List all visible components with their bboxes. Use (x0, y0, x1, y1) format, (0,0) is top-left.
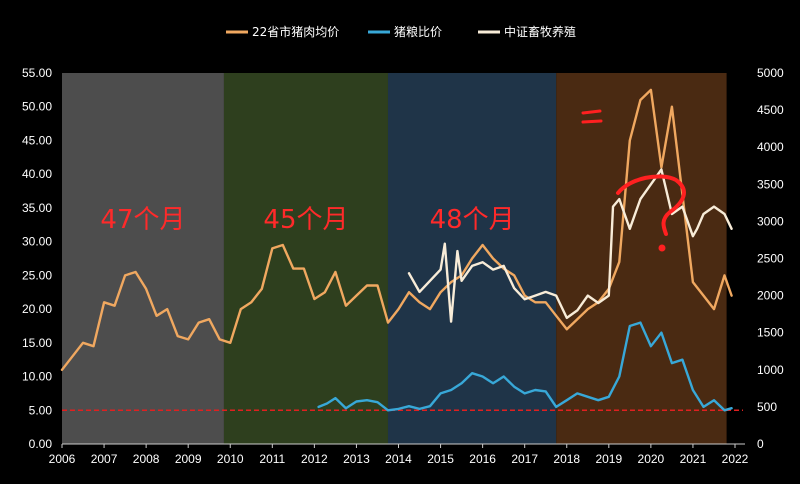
axes: 2006 2007 2008 2009 2010 2011 2012 2013 2014 2015… (22, 66, 784, 466)
right-tick-label: 5000 (757, 66, 784, 80)
series-line-2 (317, 321, 733, 412)
left-tick-label: 50.00 (22, 100, 52, 114)
x-tick-label: 2020 (638, 452, 665, 466)
x-tick-label: 2014 (385, 452, 412, 466)
cycle-band-2 (223, 73, 388, 444)
cycle-labels: 47个月 45个月 48个月 (100, 205, 514, 235)
right-tick-label: 1000 (757, 363, 784, 377)
left-tick-label: 20.00 (22, 302, 52, 316)
legend-label-3: 中证畜牧养殖 (504, 24, 576, 39)
x-tick-label: 2021 (680, 452, 707, 466)
legend-label-2: 猪粮比价 (394, 24, 442, 39)
cycle-bands (62, 73, 727, 444)
series-line-1 (60, 88, 733, 371)
x-tick-label: 2015 (427, 452, 454, 466)
right-tick-label: 4000 (757, 140, 784, 154)
x-tick-label: 2009 (175, 452, 202, 466)
question-mark-dot (658, 244, 666, 252)
x-tick-label: 2006 (49, 452, 76, 466)
right-tick-label: 0 (757, 437, 764, 451)
left-tick-label: 5.00 (29, 403, 53, 417)
handwritten-stroke-2 (581, 119, 603, 124)
left-tick-label: 30.00 (22, 235, 52, 249)
x-tick-label: 2012 (301, 452, 328, 466)
left-tick-label: 10.00 (22, 370, 52, 384)
cycle-label-1: 47个月 (100, 205, 185, 235)
right-tick-label: 3000 (757, 214, 784, 228)
legend: 22省市猪肉均价 猪粮比价 中证畜牧养殖 (226, 24, 576, 39)
x-tick-label: 2008 (133, 452, 160, 466)
right-tick-label: 4500 (757, 103, 784, 117)
series-lines (60, 88, 733, 412)
cycle-band-4 (556, 73, 727, 444)
left-tick-label: 40.00 (22, 167, 52, 181)
handwritten-annotation (581, 109, 686, 252)
x-tick-label: 2010 (217, 452, 244, 466)
left-tick-label: 15.00 (22, 336, 52, 350)
question-mark-icon (616, 174, 686, 236)
right-tick-label: 500 (757, 400, 777, 414)
cycle-band-1 (62, 73, 224, 444)
left-tick-label: 25.00 (22, 268, 52, 282)
left-tick-label: 55.00 (22, 66, 52, 80)
x-tick-label: 2011 (259, 452, 285, 466)
legend-label-1: 22省市猪肉均价 (252, 24, 339, 39)
right-tick-label: 2000 (757, 289, 784, 303)
series-line-3 (407, 168, 733, 323)
x-tick-label: 2022 (722, 452, 749, 466)
x-tick-label: 2017 (511, 452, 538, 466)
x-tick-label: 2013 (343, 452, 370, 466)
cycle-label-2: 45个月 (263, 205, 348, 235)
left-tick-label: 45.00 (22, 133, 52, 147)
right-tick-label: 2500 (757, 252, 784, 266)
x-tick-label: 2018 (553, 452, 580, 466)
x-tick-label: 2007 (91, 452, 118, 466)
left-tick-label: 35.00 (22, 201, 52, 215)
right-tick-label: 1500 (757, 326, 784, 340)
handwritten-stroke-1 (581, 109, 602, 115)
x-tick-label: 2019 (595, 452, 622, 466)
left-tick-label: 0.00 (29, 437, 53, 451)
x-tick-label: 2016 (469, 452, 496, 466)
right-tick-label: 3500 (757, 177, 784, 191)
cycle-label-3: 48个月 (430, 205, 515, 235)
